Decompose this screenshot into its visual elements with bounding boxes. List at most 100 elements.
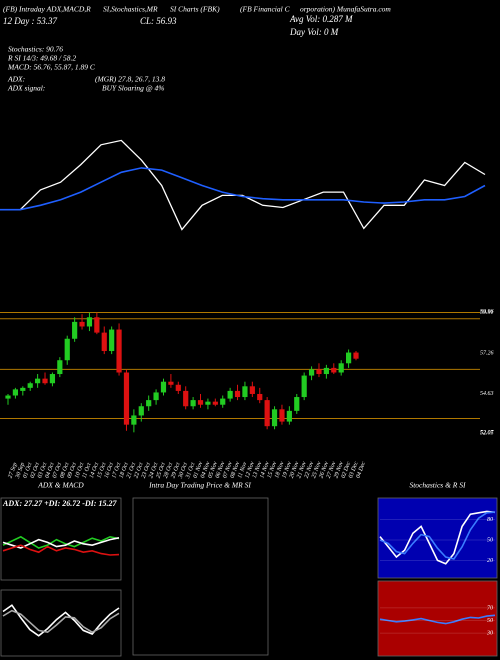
y-tick-label: 50 [487, 537, 493, 543]
header-part: SI Charts (FBK) [170, 5, 220, 14]
x-tick-label: 11 Oct [82, 462, 93, 479]
x-tick-label: 01 Oct [22, 462, 33, 480]
x-tick-label: 10 Oct [74, 462, 85, 480]
x-tick-label: 11 Nov [237, 461, 248, 479]
x-tick-label: 02 Oct [30, 462, 41, 480]
x-tick-label: 07 Nov [222, 461, 234, 479]
candle-body [301, 375, 307, 398]
candle-body [197, 400, 204, 405]
y-tick-label: 52.07 [480, 430, 495, 436]
candle-body [257, 393, 263, 401]
panel-box [132, 497, 269, 656]
candle-body [308, 369, 315, 376]
x-tick-label: 12 Nov [244, 461, 256, 479]
candle-body [345, 352, 352, 364]
x-tick-label: 20 Nov [289, 461, 301, 479]
x-tick-label: 18 Oct [119, 462, 130, 480]
x-tick-label: 16 Oct [104, 462, 115, 480]
candle-body [49, 374, 56, 384]
x-tick-label: 01 Nov [193, 461, 205, 479]
candle-body [109, 329, 115, 352]
x-tick-label: 23 Oct [141, 462, 152, 480]
candle-body [138, 406, 144, 416]
x-tick-label: 15 Nov [267, 461, 279, 479]
series-line [379, 511, 496, 560]
candle-body [294, 397, 300, 411]
header-avg-vol: Avg Vol: 0.287 M [289, 14, 353, 24]
y-tick-label: 30 [486, 630, 493, 636]
x-tick-label: 08 Nov [230, 461, 242, 479]
panel-label: ADX: 27.27 +DI: 26.72 -DI: 15.27 [2, 499, 117, 508]
adx-value: (MGR) 27.8, 26.7, 13.8 [95, 75, 165, 84]
candle-body [242, 386, 248, 398]
x-tick-label: 05 Nov [207, 461, 219, 479]
candle-body [279, 409, 285, 422]
candle-body [264, 400, 270, 427]
x-tick-label: 18 Nov [274, 461, 286, 479]
header-day: 12 Day : 53.37 [3, 16, 57, 26]
y-tick-label: 59.96 [480, 309, 494, 315]
x-tick-label: 03 Dec [348, 461, 360, 479]
x-tick-label: 13 Nov [252, 461, 264, 479]
header-day-vol: Day Vol: 0 M [289, 27, 339, 37]
x-tick-label: 06 Nov [215, 461, 227, 479]
candle-body [212, 401, 218, 405]
candle-body [316, 369, 322, 375]
panel-title: Stochastics & R SI [409, 481, 466, 490]
x-tick-label: 22 Nov [304, 461, 316, 479]
x-tick-label: 29 Nov [333, 461, 345, 479]
candle-body [160, 381, 167, 393]
x-tick-label: 25 Nov [311, 461, 323, 479]
y-tick-label: 57.26 [480, 351, 494, 357]
x-tick-label: 27 Sep [8, 462, 19, 479]
panel-box [0, 589, 122, 657]
panel-box [0, 497, 122, 581]
x-tick-label: 29 Oct [170, 462, 181, 480]
y-tick-label: 20 [487, 558, 493, 564]
x-tick-label: 22 Oct [133, 462, 144, 480]
series-line [379, 614, 496, 625]
series-line [2, 544, 120, 556]
candle-body [338, 363, 344, 373]
y-tick-label: 80 [487, 517, 493, 523]
series-line [0, 139, 486, 231]
candle-body [123, 372, 130, 425]
candle-body [35, 378, 41, 384]
adx-signal: BUY Sloaring @ 4% [102, 84, 165, 93]
x-tick-label: 17 Oct [111, 462, 122, 480]
candle-body [101, 332, 107, 352]
x-tick-label: 15 Oct [96, 462, 107, 480]
panel-title: Intra Day Trading Price & MR SI [148, 481, 251, 490]
x-tick-label: 02 Dec [341, 461, 353, 479]
candle-body [131, 415, 137, 425]
series-line [2, 537, 120, 549]
x-tick-label: 30 Oct [177, 462, 189, 480]
candle-body [249, 386, 255, 394]
candle-body [168, 381, 174, 385]
candle-body [86, 317, 93, 327]
header-part: SI,Stochastics,MR [103, 5, 158, 14]
series-line [2, 535, 120, 549]
candle-body [27, 383, 33, 388]
candle-body [353, 352, 359, 359]
x-tick-label: 26 Nov [319, 461, 331, 479]
x-tick-label: 30 Sep [15, 462, 27, 480]
header-part: (FB) Intraday ADX,MACD,R [3, 5, 91, 14]
candle-body [146, 400, 152, 407]
candle-body [234, 390, 241, 398]
candle-body [12, 389, 19, 396]
x-tick-label: 27 Nov [326, 461, 338, 479]
series-line [2, 609, 120, 634]
header-close: CL: 56.93 [140, 16, 177, 26]
candle-body [72, 321, 78, 339]
candle-body [190, 400, 196, 407]
x-tick-label: 09 Oct [67, 462, 78, 480]
x-tick-label: 31 Oct [185, 462, 197, 480]
adx-label: ADX: [7, 75, 25, 84]
y-tick-label: 50 [487, 618, 493, 624]
candle-body [79, 321, 85, 327]
panel-box [377, 497, 498, 579]
candle-body [183, 390, 189, 407]
x-tick-label: 21 Oct [126, 462, 137, 480]
